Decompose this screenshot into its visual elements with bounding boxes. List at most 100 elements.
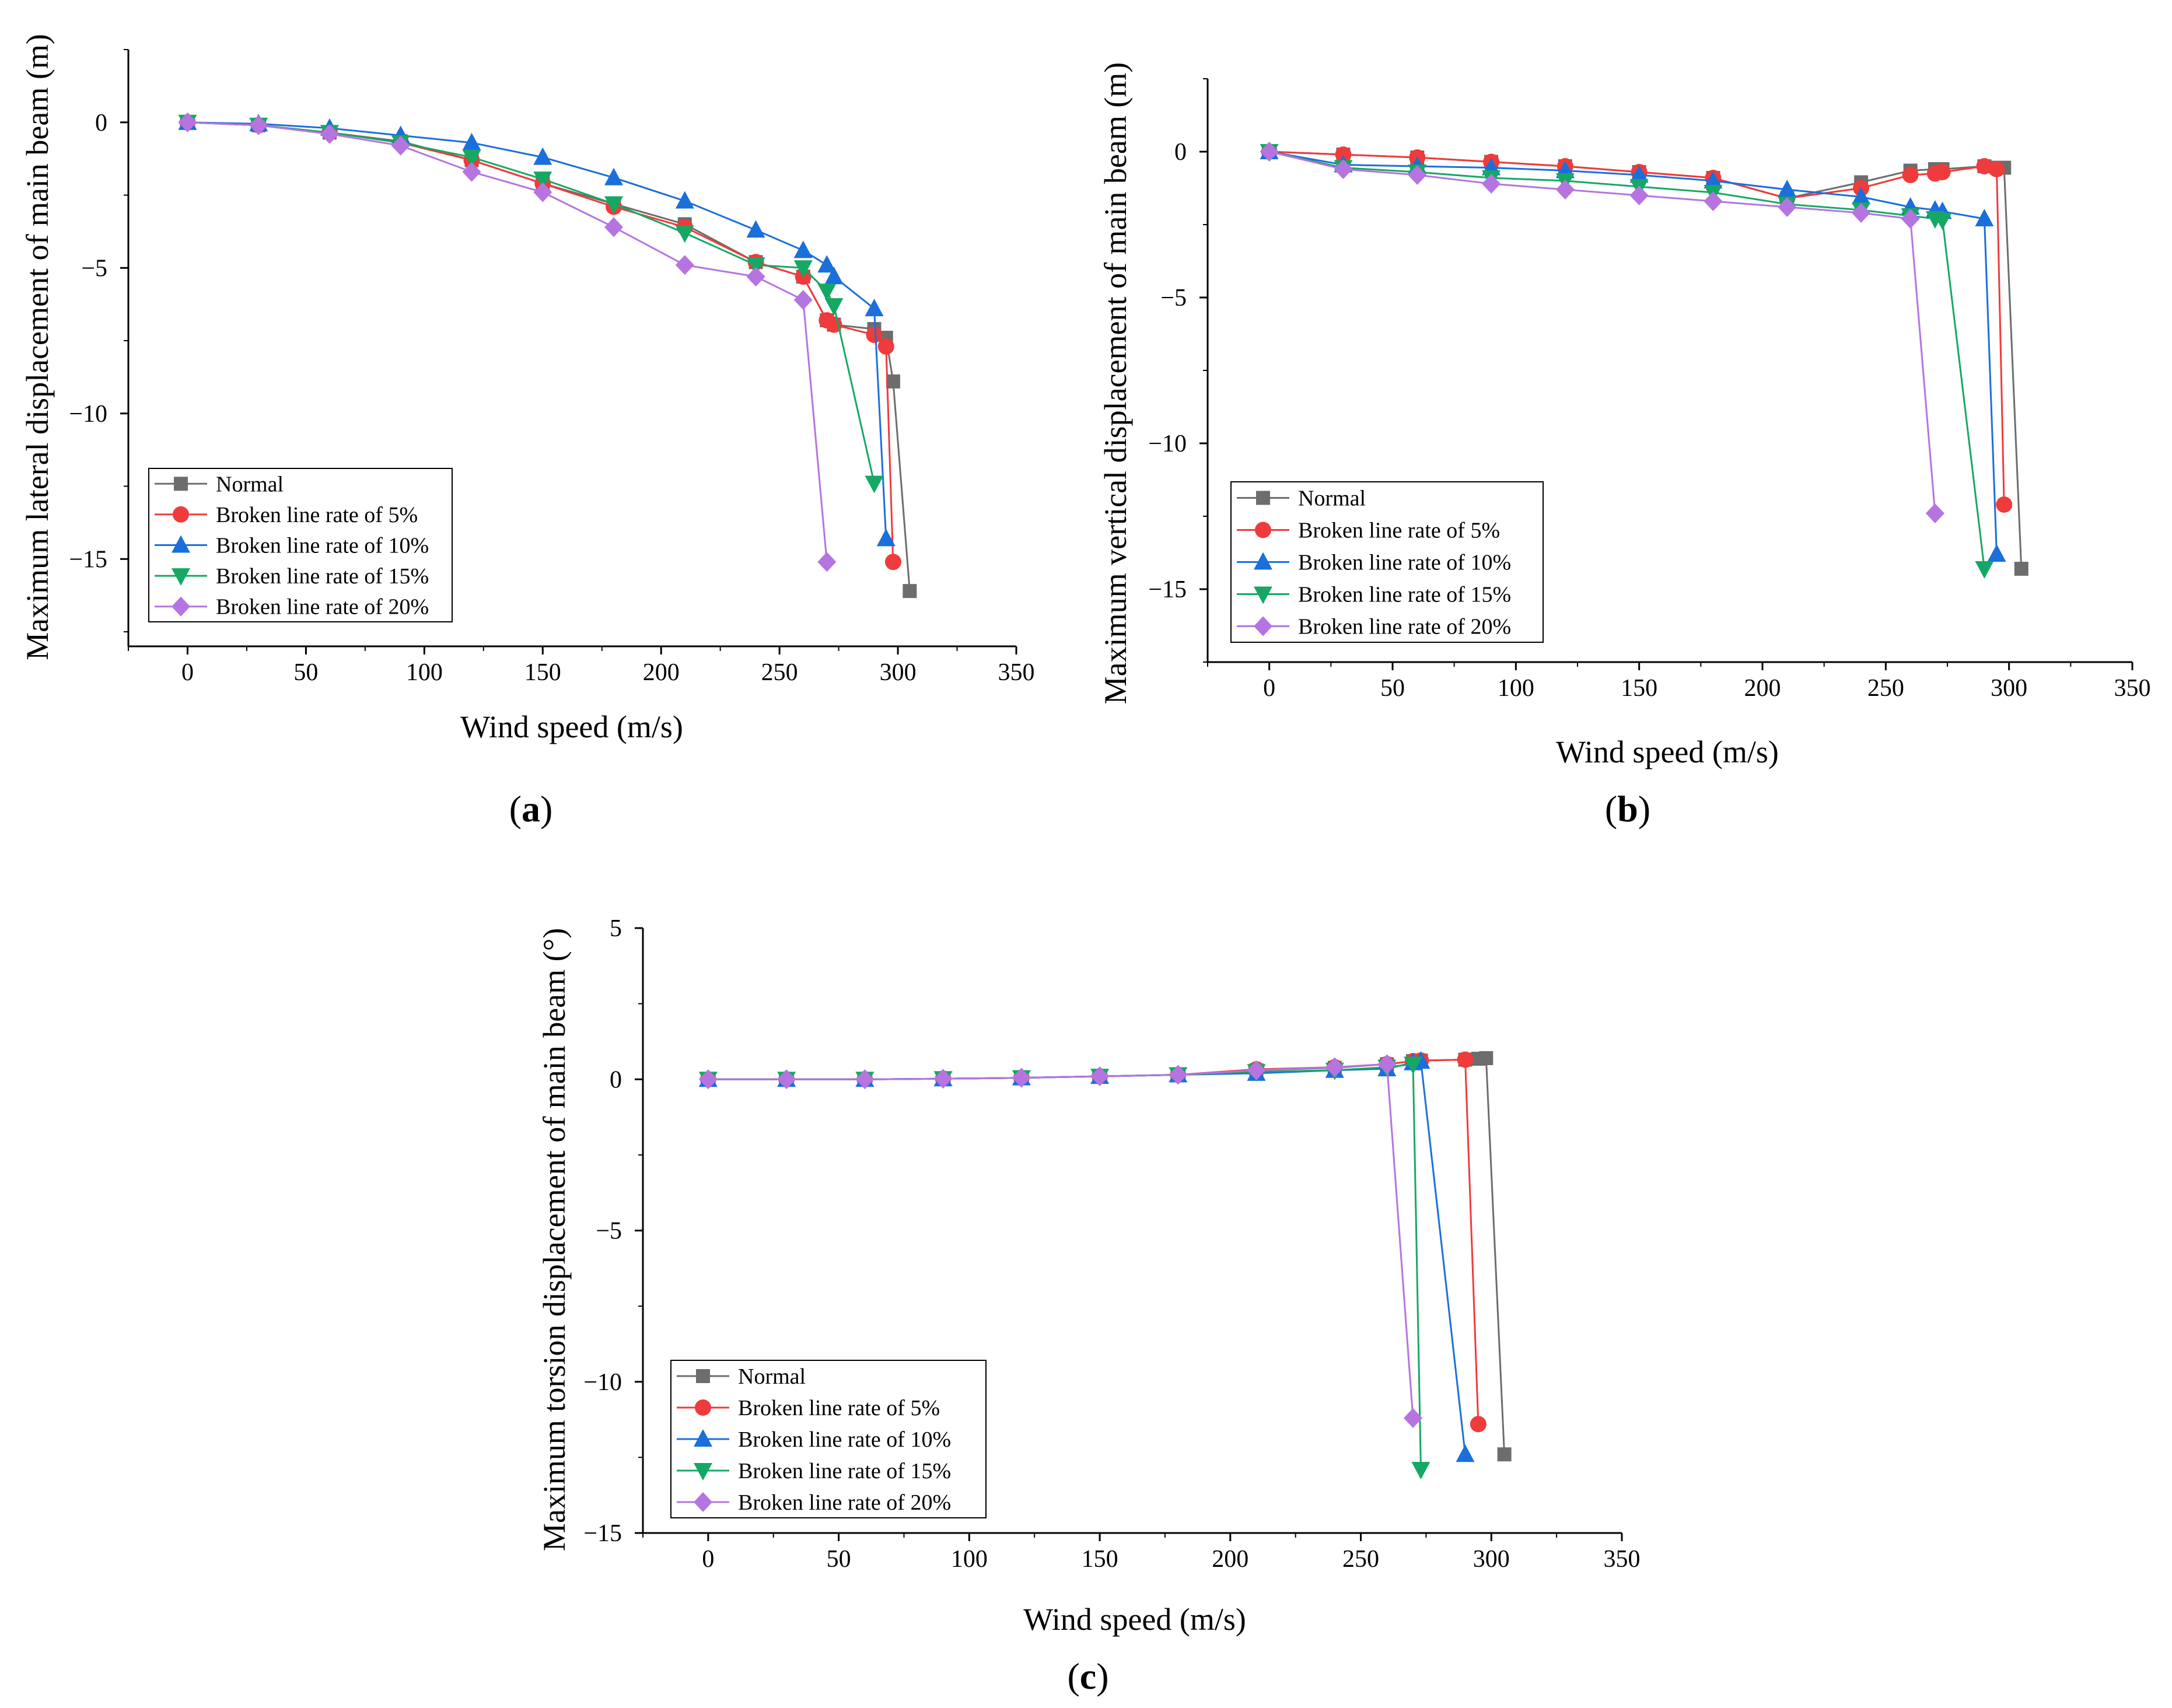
data-point — [1975, 209, 1994, 226]
panel-c-plot-layer: 0 50 100 150 200 250 300 35050−5−10−15NormalBro… — [583, 915, 1640, 1573]
legend-marker — [1254, 552, 1272, 570]
x-tick-label: 150 — [1082, 1546, 1118, 1573]
data-point — [746, 267, 765, 287]
series-line — [187, 121, 875, 484]
data-point — [1377, 1054, 1397, 1074]
data-point — [1482, 174, 1501, 194]
legend-entry: Broken line rate of 20% — [1298, 615, 1511, 639]
x-tick-label: 150 — [1621, 675, 1657, 702]
data-point — [866, 327, 883, 344]
legend-entry: Broken line rate of 10% — [216, 534, 429, 558]
data-point — [876, 528, 896, 547]
legend-entry: Normal — [1298, 487, 1366, 511]
data-point — [533, 147, 552, 165]
data-point — [1852, 187, 1871, 205]
legend-marker — [172, 568, 190, 586]
data-point — [817, 255, 837, 273]
data-point — [865, 299, 884, 317]
data-point — [1778, 197, 1797, 217]
data-point — [877, 338, 894, 355]
legend-entry: Broken line rate of 15% — [216, 564, 429, 589]
data-point — [1988, 161, 2005, 177]
data-point — [604, 196, 624, 214]
panel-b-vertical-displacement-chart: 0 50 100 150 200 250 300 350 0 −5 −10 −15 Normal Brok… — [1098, 62, 2151, 830]
legend-marker — [694, 1492, 712, 1512]
data-point — [1629, 165, 1649, 183]
series-a-4 — [178, 112, 837, 572]
data-point — [1778, 180, 1797, 197]
data-point — [675, 191, 694, 209]
x-tick-label: 0 — [181, 659, 194, 686]
legend-marker — [172, 535, 190, 553]
x-tick-label: 50 — [293, 659, 318, 686]
legend-marker — [172, 596, 190, 617]
data-point — [604, 167, 624, 186]
panel-a-x-axis-label: Wind speed (m/s) — [460, 709, 683, 744]
y-tick-label: −5 — [596, 1218, 622, 1245]
data-point — [903, 584, 917, 598]
series-a-3 — [178, 114, 884, 494]
data-point — [1335, 146, 1352, 163]
legend-marker — [1255, 522, 1271, 538]
data-point — [178, 112, 197, 132]
series-c-4 — [698, 1054, 1423, 1428]
data-point — [1404, 1056, 1423, 1074]
data-point — [824, 267, 844, 285]
y-tick-label: −15 — [583, 1520, 622, 1547]
x-tick-label: 350 — [1604, 1546, 1641, 1573]
x-tick-label: 50 — [1380, 675, 1405, 702]
panel-a-label: (a) — [509, 788, 553, 830]
data-point — [1987, 544, 2006, 562]
legend-marker — [174, 477, 188, 491]
panel-b-x-axis-label: Wind speed (m/s) — [1556, 734, 1779, 769]
legend-marker — [695, 1399, 711, 1416]
panel-c-x-axis-label: Wind speed (m/s) — [1023, 1602, 1246, 1637]
x-tick-label: 100 — [1498, 675, 1534, 702]
data-point — [1902, 167, 1919, 183]
x-tick-label: 350 — [2114, 675, 2151, 702]
x-tick-label: 300 — [1991, 675, 2027, 702]
legend-entry: Broken line rate of 5% — [216, 503, 418, 527]
panel-c-label: (c) — [1067, 1656, 1108, 1697]
y-tick-label: 0 — [95, 110, 107, 136]
data-point — [462, 149, 481, 167]
data-point — [824, 298, 844, 316]
panel-c-torsion-displacement-chart: 0 50 100 150 200 250 300 35050−5−10−15NormalBro… — [537, 915, 1641, 1697]
data-point — [933, 1069, 953, 1089]
panel-c-y-axis-label: Maximum torsion displacement of main bea… — [537, 928, 572, 1551]
data-point — [1555, 180, 1575, 200]
data-point — [1325, 1057, 1344, 1077]
data-point — [462, 132, 481, 150]
data-point — [855, 1069, 875, 1090]
data-point — [817, 552, 837, 572]
legend-marker — [1256, 491, 1270, 505]
data-point — [1704, 171, 1723, 188]
y-tick-label: −15 — [69, 546, 107, 573]
data-point — [249, 115, 268, 135]
legend-entry: Normal — [738, 1364, 806, 1389]
data-point — [462, 162, 481, 182]
legend-entry: Broken line rate of 15% — [738, 1459, 951, 1483]
data-point — [1457, 1051, 1474, 1068]
data-point — [533, 182, 552, 202]
data-point — [1090, 1066, 1110, 1087]
data-point — [1247, 1060, 1266, 1080]
series-line — [1269, 150, 2005, 505]
data-point — [533, 172, 552, 190]
data-point — [1411, 1462, 1430, 1480]
legend-entry: Broken line rate of 20% — [738, 1490, 951, 1515]
x-tick-label: 350 — [998, 659, 1035, 686]
x-tick-label: 250 — [1342, 1546, 1379, 1573]
data-point — [1975, 561, 1994, 579]
data-point — [1933, 212, 1952, 230]
y-tick-label: −10 — [1148, 430, 1187, 457]
data-point — [698, 1069, 718, 1090]
data-point — [675, 225, 694, 243]
data-point — [1334, 159, 1353, 179]
x-tick-label: 200 — [1744, 675, 1781, 702]
x-tick-label: 150 — [524, 659, 561, 686]
data-point — [1169, 1065, 1188, 1085]
legend-marker — [694, 1463, 712, 1480]
y-tick-label: −15 — [1148, 576, 1187, 603]
panel-a-y-axis-label: Maximum lateral displacement of main bea… — [20, 34, 55, 660]
